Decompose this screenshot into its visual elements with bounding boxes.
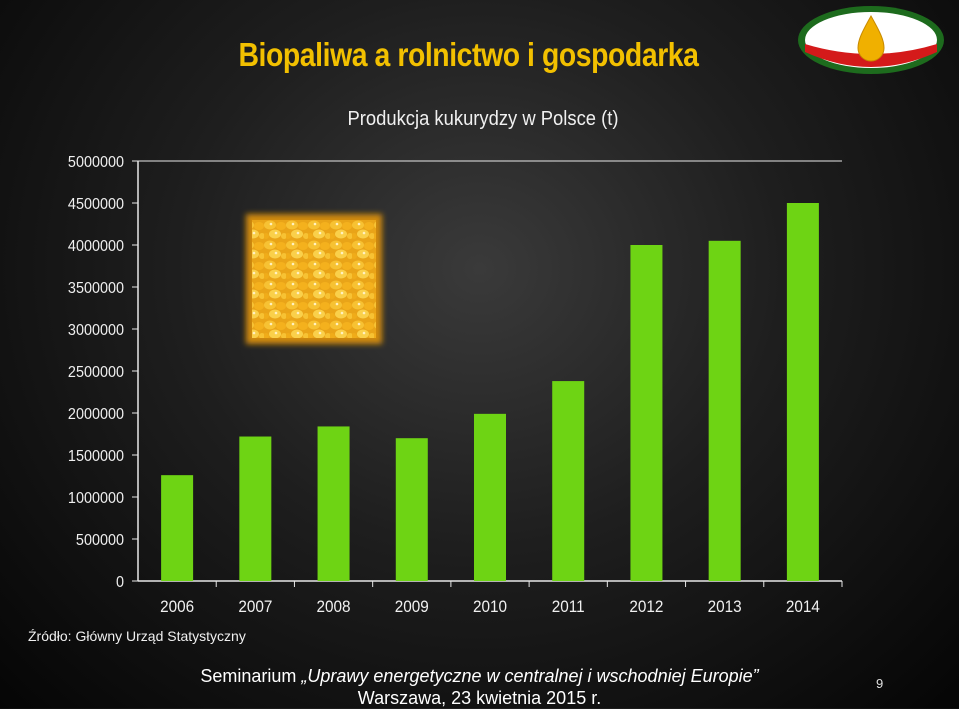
footer-prefix: Seminarium: [200, 666, 302, 686]
y-tick-label: 2000000: [68, 405, 124, 423]
y-tick-label: 500000: [76, 531, 124, 549]
footer-date-place: Warszawa, 23 kwietnia 2015 r.: [357, 688, 602, 708]
y-tick-label: 3500000: [68, 279, 124, 297]
bar-2009: [395, 438, 428, 581]
y-tick-label: 2500000: [68, 363, 124, 381]
bar-2014: [786, 203, 819, 581]
krajowa-izba-biopaliw-logo: [798, 6, 944, 74]
slide-title: Biopaliwa a rolnictwo i gospodarka: [238, 36, 699, 73]
bar-2008: [317, 426, 350, 581]
data-source-note: Źródło: Główny Urząd Statystyczny: [28, 628, 246, 644]
bar-2011: [552, 381, 585, 581]
bar-2010: [474, 413, 506, 581]
bar-2007: [239, 436, 272, 581]
bar-2012: [630, 245, 663, 581]
x-tick-label: 2006: [160, 597, 194, 616]
y-tick-label: 5000000: [68, 153, 124, 171]
bar-2006: [161, 475, 194, 581]
y-tick-label: 4000000: [68, 237, 124, 255]
x-tick-label: 2010: [473, 597, 507, 616]
corn-kernels-image: [246, 214, 382, 344]
x-tick-label: 2007: [238, 597, 272, 616]
y-tick-label: 3000000: [68, 321, 124, 339]
y-tick-label: 1000000: [68, 489, 124, 507]
x-tick-label: 2008: [317, 597, 351, 616]
x-tick-label: 2012: [629, 597, 663, 616]
bar-2013: [708, 240, 741, 582]
x-tick-label: 2011: [552, 597, 585, 616]
y-tick-label: 4500000: [68, 195, 124, 213]
x-tick-label: 2014: [786, 597, 820, 616]
x-tick-label: 2009: [395, 597, 429, 616]
y-tick-label: 0: [116, 573, 124, 591]
x-tick-label: 2013: [708, 597, 742, 616]
y-tick-label: 1500000: [68, 447, 124, 465]
footer-seminar: Seminarium „Uprawy energetyczne w centra…: [0, 666, 959, 687]
footer-seminar-title: „Uprawy energetyczne w centralnej i wsch…: [301, 666, 759, 686]
chart-title: Produkcja kukurydzy w Polsce (t): [347, 108, 619, 130]
page-number: 9: [876, 676, 884, 691]
